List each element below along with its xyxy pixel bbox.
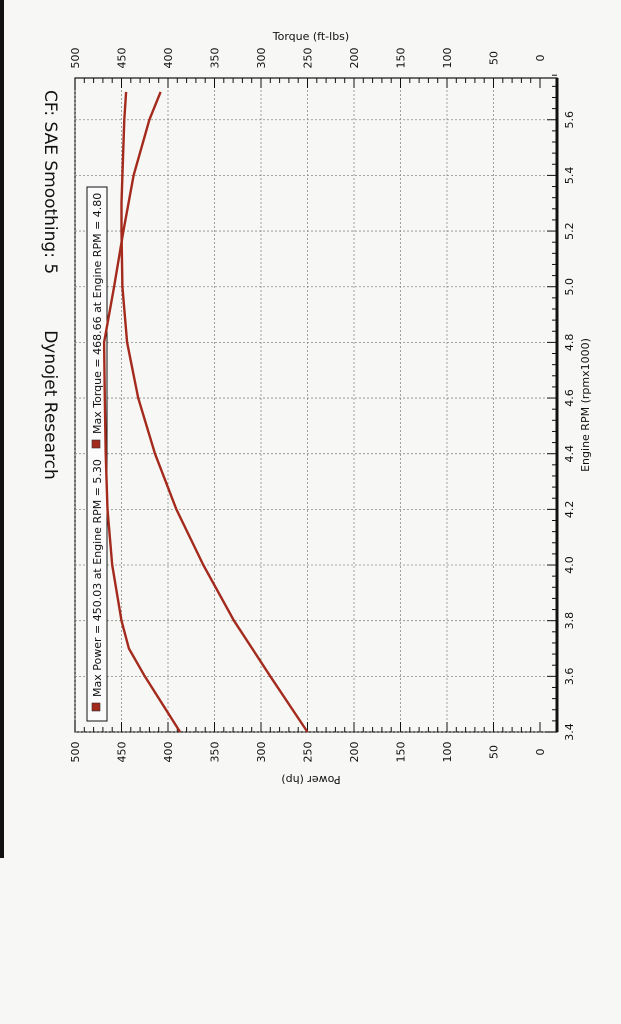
series-line-torque: [102, 91, 182, 733]
page-edge-bar: [0, 0, 4, 858]
plot-area: [74, 77, 558, 733]
x-axis-title: Engine RPM (rpmx1000): [579, 338, 592, 472]
rpm-tick-label: 4.0: [563, 556, 576, 574]
legend-box: [86, 186, 108, 722]
rpm-tick-label: 4.8: [563, 334, 576, 352]
torque-tick-label: 50: [488, 51, 501, 65]
torque-tick-label: 200: [348, 48, 361, 69]
rpm-tick-label: 3.4: [563, 723, 576, 741]
rpm-gridlines: [75, 119, 557, 733]
legend-marker-torque: [91, 439, 101, 449]
power-tick-label: 300: [255, 742, 268, 763]
power-tick-label: 0: [534, 749, 547, 756]
torque-tick-label: 100: [441, 48, 454, 69]
power-tick-label: 250: [302, 742, 315, 763]
torque-tick-label: 300: [255, 48, 268, 69]
legend-torque: Max Torque = 468.66 at Engine RPM = 4.80: [91, 193, 104, 434]
chart-title: Dynojet Research: [40, 330, 60, 480]
power-tick-label: 200: [348, 742, 361, 763]
chart-subtitle: CF: SAE Smoothing: 5: [40, 90, 60, 274]
power-tick-label: 50: [488, 745, 501, 759]
legend-power: Max Power = 450.03 at Engine RPM = 5.30: [91, 459, 104, 697]
torque-tick-label: 450: [116, 48, 129, 69]
power-tick-label: 100: [441, 742, 454, 763]
power-tick-label: 350: [209, 742, 222, 763]
torque-tick-label: 400: [162, 48, 175, 69]
rpm-tick-label: 5.6: [563, 111, 576, 129]
rpm-tick-label: 4.4: [563, 445, 576, 463]
y-axis-title-right: Torque (ft-lbs): [272, 30, 349, 43]
rpm-tick-label: 4.6: [563, 389, 576, 407]
rpm-tick-label: 3.8: [563, 612, 576, 630]
rpm-minor-ticks: [74, 74, 557, 733]
rpm-tick-label: 5.4: [563, 167, 576, 185]
rpm-tick-label: 4.2: [563, 501, 576, 519]
legend-marker-power: [91, 702, 101, 712]
torque-tick-label: 250: [302, 48, 315, 69]
power-tick-label: 150: [395, 742, 408, 763]
legend: Max Power = 450.03 at Engine RPM = 5.30 …: [86, 186, 108, 722]
torque-tick-label: 350: [209, 48, 222, 69]
rpm-tick-label: 5.2: [563, 222, 576, 240]
torque-tick-labels: 0 50 100 150 200 250 300 350 400 450 500: [69, 48, 547, 69]
rpm-tick-label: 3.6: [563, 668, 576, 686]
power-tick-label: 450: [116, 742, 129, 763]
torque-tick-label: 0: [534, 55, 547, 62]
rpm-tick-label: 5.0: [563, 278, 576, 296]
y-axis-title-left: Power (hp): [281, 773, 340, 786]
power-tick-label: 400: [162, 742, 175, 763]
power-tick-label: 500: [69, 742, 82, 763]
torque-tick-label: 150: [395, 48, 408, 69]
power-tick-labels: 0 50 100 150 200 250 300 350 400 450 500: [69, 742, 547, 763]
series-line-power: [120, 91, 309, 733]
torque-tick-label: 500: [69, 48, 82, 69]
rpm-tick-labels: 3.4 3.6 3.8 4.0 4.2 4.4 4.6 4.8 5.0 5.2 5.4 5.6: [563, 111, 576, 741]
